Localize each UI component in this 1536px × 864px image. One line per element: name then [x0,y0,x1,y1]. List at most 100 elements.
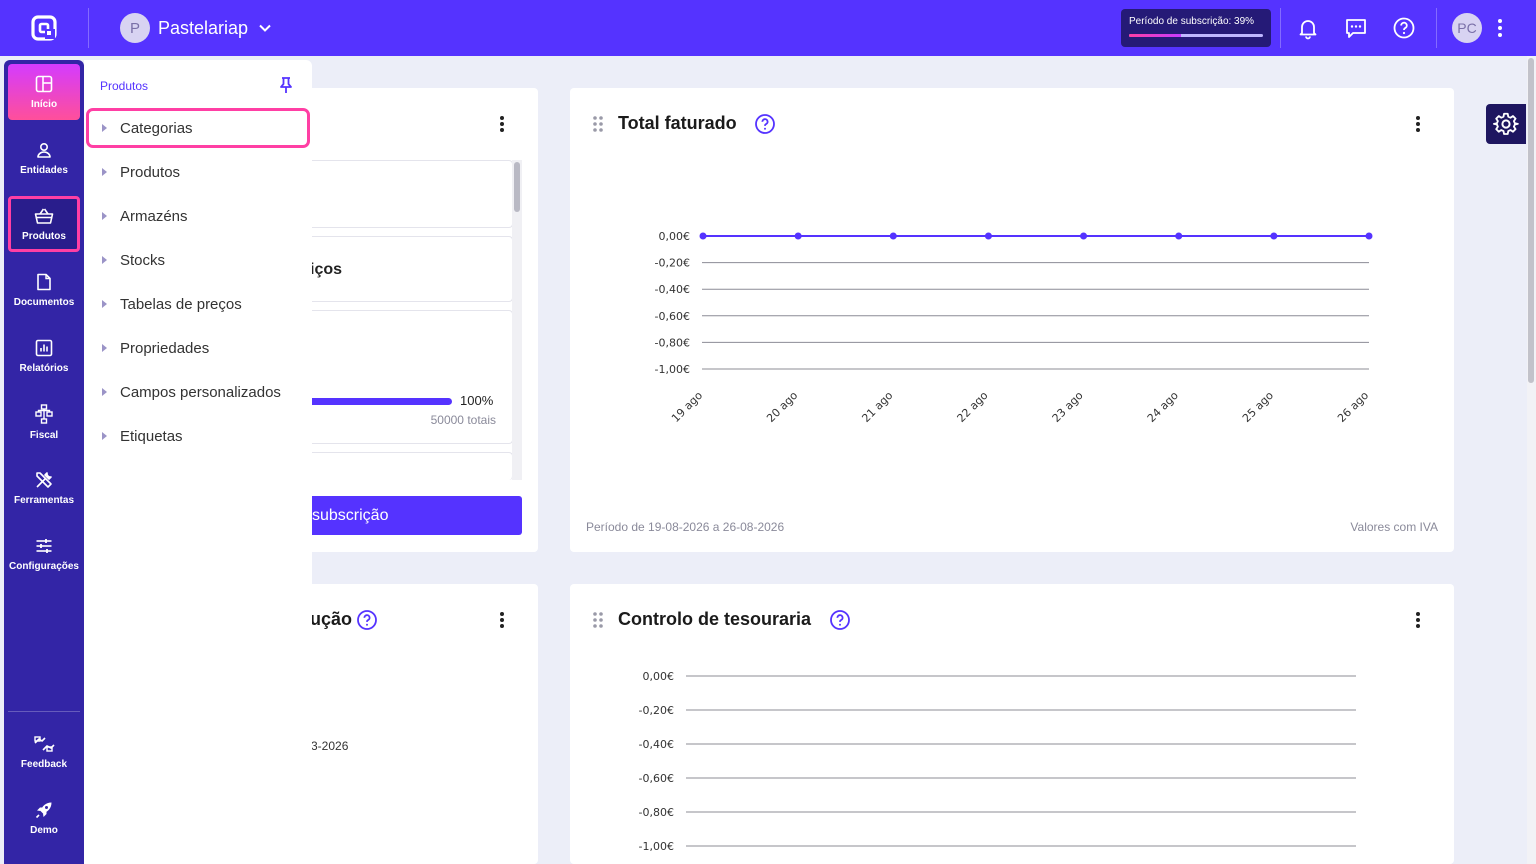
flyout-item-label: Propriedades [120,339,210,357]
sidebar-item-feedback[interactable]: Feedback [8,724,80,780]
topbar-divider [1436,8,1437,48]
sidebar-item-ferramentas[interactable]: Ferramentas [8,460,80,516]
sidebar-item-fiscal[interactable]: Fiscal [8,394,80,450]
y-tick-label: 0,00€ [659,230,691,243]
tools-icon [36,471,52,488]
sidebar-item-label: Relatórios [19,362,69,374]
sidebar-item-entidades[interactable]: Entidades [8,130,80,186]
card-scrollbar-thumb[interactable] [514,162,520,212]
vat-note: Valores com IVA [1350,520,1438,534]
sidebar-divider [8,711,80,712]
data-point[interactable] [1080,232,1088,240]
card-title: Controlo de tesouraria [618,609,812,629]
sidebar-item-label: Início [30,98,58,110]
document-icon [37,273,51,290]
caret-right-icon [102,168,107,176]
flyout-item-campos-personalizados[interactable]: Campos personalizados [84,372,310,412]
period-text: Período de 19-08-2026 a 26-08-2026 [586,520,785,534]
sidebar-item-label: Entidades [20,164,68,176]
info-box [312,452,513,480]
sidebar-item-produtos[interactable]: Produtos [8,196,80,252]
y-tick-label: -1,00€ [639,840,674,853]
user-avatar[interactable]: PC [1452,13,1482,43]
flyout-item-label: Stocks [120,251,166,269]
card-scrollbar-track[interactable] [512,160,522,480]
total-faturado-card: Total faturado 0,00€ -0,20€ -0,40€ -0,60€ -0… [570,88,1454,552]
drag-handle-icon[interactable] [592,611,604,629]
data-point[interactable] [889,232,897,240]
sidebar-item-configuracoes[interactable]: Configurações [8,526,80,582]
card-menu-kebab-icon[interactable] [1415,115,1421,133]
y-tick-label: -0,20€ [655,257,690,270]
flyout-item-tabelas-de-precos[interactable]: Tabelas de preços [84,284,310,324]
help-circle-icon[interactable] [356,609,378,631]
sidebar-item-label: Demo [30,824,58,836]
page-scrollbar-track[interactable] [1527,56,1536,864]
info-box: iços [310,236,513,302]
flyout-item-label: Campos personalizados [120,383,281,401]
y-tick-label: -0,60€ [639,772,674,785]
rocket-icon [35,802,52,818]
chat-icon[interactable] [1344,16,1368,40]
sidebar-item-label: Documentos [13,296,75,308]
person-icon [37,142,51,158]
partial-date: 3-2026 [311,739,349,753]
sidebar-item-label: Produtos [22,230,66,242]
subscription-button-label: subscrição [312,506,389,524]
card-menu-kebab-icon[interactable] [1415,611,1421,629]
company-selector[interactable]: P Pastelariap [120,13,272,43]
kebab-icon[interactable] [1490,16,1510,40]
data-point[interactable] [1365,232,1373,240]
basket-icon [34,208,54,224]
controlo-tesouraria-chart: 0,00€-0,20€-0,40€-0,60€-0,80€-1,00€agoag… [639,670,1356,853]
flyout-item-stocks[interactable]: Stocks [84,240,310,280]
topbar-divider [1280,8,1281,48]
data-point[interactable] [794,232,802,240]
caret-right-icon [102,388,107,396]
controlo-tesouraria-card: Controlo de tesouraria 0,00€ -0,20€ -0,40€… [570,584,1454,864]
y-tick-label: -0,40€ [655,283,690,296]
data-point[interactable] [699,232,707,240]
sidebar-item-label: Fiscal [29,429,59,441]
page-scrollbar-thumb[interactable] [1528,58,1534,383]
topbar-divider [88,8,89,48]
sidebar-item-documentos[interactable]: Documentos [8,262,80,318]
pin-icon[interactable] [278,76,294,94]
flyout-item-armazens[interactable]: Armazéns [84,196,310,236]
x-tick-label: 19 ago [669,389,705,425]
flyout-item-etiquetas[interactable]: Etiquetas [84,416,310,456]
flyout-item-label: Categorias [120,119,193,137]
data-point[interactable] [1175,232,1183,240]
help-icon[interactable] [1392,16,1416,40]
flyout-item-produtos[interactable]: Produtos [84,152,310,192]
x-tick-label: 25 ago [1240,389,1276,425]
flyout-item-propriedades[interactable]: Propriedades [84,328,310,368]
logo-icon[interactable] [30,14,58,42]
card-menu-kebab-icon[interactable] [499,115,505,133]
caret-right-icon [102,432,107,440]
help-circle-icon[interactable] [829,609,851,631]
card-menu-kebab-icon[interactable] [499,611,505,629]
help-circle-icon[interactable] [754,113,776,135]
bell-icon[interactable] [1296,16,1320,40]
subscription-button[interactable]: subscrição [312,496,522,535]
drag-handle-icon[interactable] [592,115,604,133]
chevron-down-icon [259,24,271,32]
y-tick-label: 0,00€ [643,670,675,683]
data-point[interactable] [984,232,992,240]
flyout-item-categorias[interactable]: Categorias [86,108,310,148]
caret-right-icon [102,212,107,220]
x-tick-label: 24 ago [1145,389,1181,425]
sidebar-item-inicio[interactable]: Início [8,64,80,120]
card-title: Total faturado [618,113,737,133]
y-tick-label: -0,40€ [639,738,674,751]
sidebar-item-demo[interactable]: Demo [8,790,80,846]
produtos-flyout-menu: Produtos Categorias Produtos Armazéns St… [84,60,312,864]
partial-card-title: ução [310,609,353,629]
main-sidebar: Início Entidades Produtos Documentos Rel… [4,60,84,864]
dashboard-settings-button[interactable] [1486,104,1526,144]
subscription-period-badge[interactable]: Período de subscrição: 39% [1121,9,1271,47]
data-point[interactable] [1270,232,1278,240]
sidebar-item-label: Feedback [20,758,68,770]
sidebar-item-relatorios[interactable]: Relatórios [8,328,80,384]
